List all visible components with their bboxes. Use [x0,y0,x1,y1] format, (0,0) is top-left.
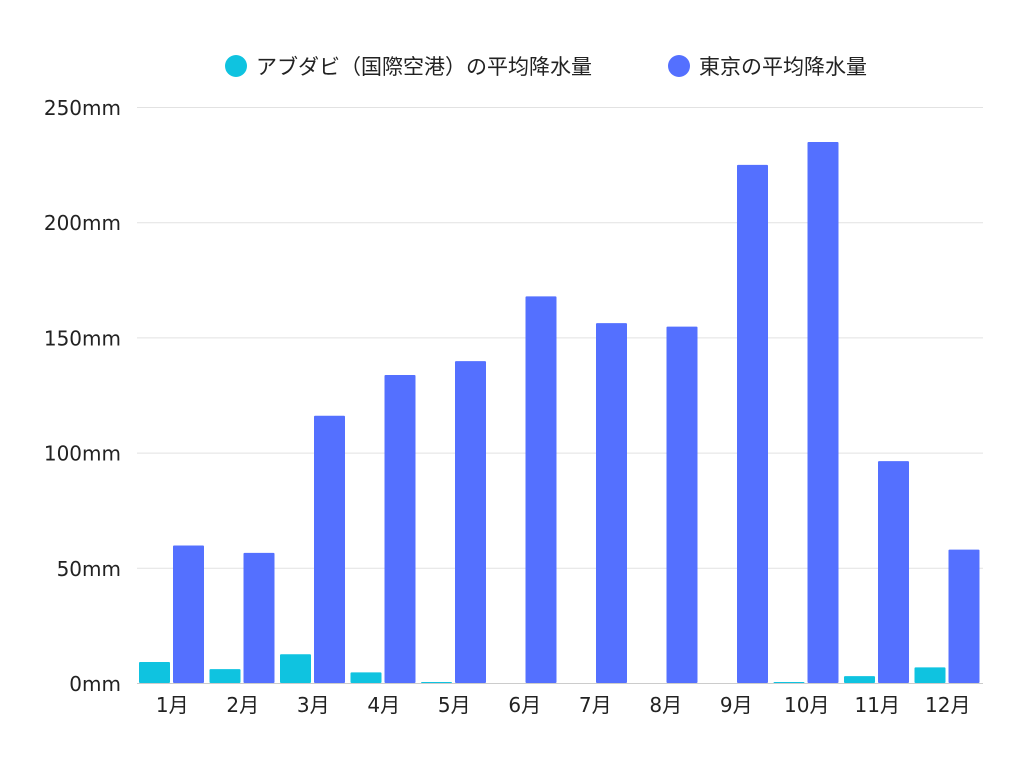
x-axis-ticks: 1月 2月 3月 4月 5月 6月 7月 8月 9月 10月 11月 12月 [156,693,971,717]
x-tick-label: 10月 [784,693,829,717]
bar-tokyo-1[interactable] [173,545,204,683]
bar-tokyo-3[interactable] [314,415,345,683]
x-tick-label: 7月 [579,693,612,717]
x-tick-label: 2月 [226,693,259,717]
bar-tokyo-11[interactable] [878,461,909,683]
bar-abudhabi-12[interactable] [914,667,946,683]
x-tick-label: 8月 [649,693,682,717]
x-tick-label: 4月 [367,693,400,717]
y-tick-label: 100mm [44,442,121,466]
legend: アブダビ（国際空港）の平均降水量 東京の平均降水量 [225,55,867,79]
y-tick-label: 150mm [44,326,121,350]
legend-label-abudhabi[interactable]: アブダビ（国際空港）の平均降水量 [256,55,592,79]
bar-tokyo-9[interactable] [737,164,768,684]
y-axis-ticks: 0mm 50mm 100mm 150mm 200mm 250mm [44,96,121,696]
gridlines [137,107,983,569]
y-tick-label: 0mm [69,672,121,696]
x-tick-label: 3月 [297,693,330,717]
bar-tokyo-5[interactable] [455,361,486,683]
bar-abudhabi-11[interactable] [844,676,875,683]
y-tick-label: 50mm [57,557,121,581]
legend-label-tokyo[interactable]: 東京の平均降水量 [699,55,867,79]
x-tick-label: 11月 [855,693,900,717]
bar-abudhabi-2[interactable] [209,669,241,683]
bar-tokyo-12[interactable] [948,549,980,683]
bar-tokyo-8[interactable] [666,326,698,683]
bar-abudhabi-4[interactable] [350,672,382,683]
x-tick-label: 6月 [508,693,541,717]
bar-abudhabi-10[interactable] [773,682,805,683]
bar-abudhabi-3[interactable] [280,654,311,683]
bar-abudhabi-1[interactable] [139,662,170,683]
bar-abudhabi-5[interactable] [421,682,452,683]
y-tick-label: 250mm [44,96,121,120]
bar-tokyo-10[interactable] [807,142,839,683]
bar-tokyo-2[interactable] [243,552,275,683]
x-tick-label: 1月 [156,693,189,717]
legend-marker-abudhabi[interactable] [225,55,247,77]
bar-tokyo-4[interactable] [384,374,416,683]
x-tick-label: 5月 [438,693,471,717]
bar-tokyo-6[interactable] [525,296,557,683]
x-tick-label: 9月 [720,693,753,717]
bars [139,142,980,684]
x-tick-label: 12月 [925,693,970,717]
legend-marker-tokyo[interactable] [668,55,690,77]
bar-tokyo-7[interactable] [596,323,627,683]
y-tick-label: 200mm [44,211,121,235]
